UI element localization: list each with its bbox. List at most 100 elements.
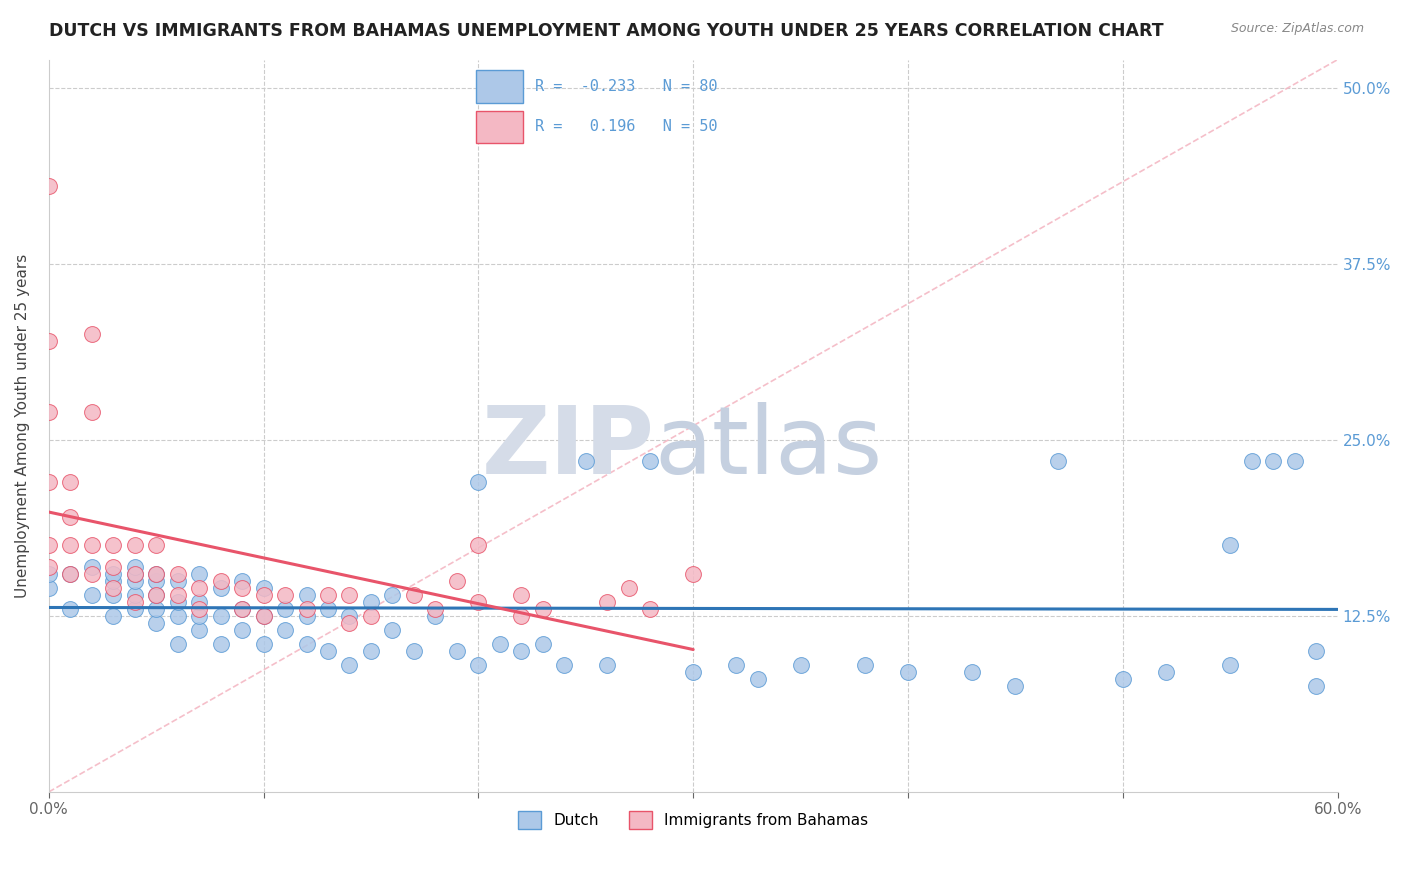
Point [166, 595, 188, 609]
Point [274, 602, 297, 616]
Point [682, 665, 704, 680]
Point [231, 602, 253, 616]
Point [339, 615, 361, 630]
Point [339, 608, 361, 623]
Point [1219, 658, 1241, 673]
Point [316, 602, 339, 616]
Text: R =   0.196   N = 50: R = 0.196 N = 50 [534, 120, 717, 134]
Point [103, 539, 125, 553]
Point [531, 637, 554, 651]
Point [489, 637, 512, 651]
Point [339, 588, 361, 602]
Point [446, 574, 468, 588]
Point [638, 602, 661, 616]
Point [274, 588, 297, 602]
Point [166, 637, 188, 651]
Point [467, 595, 489, 609]
Point [166, 566, 188, 581]
Point [295, 602, 318, 616]
Point [124, 539, 146, 553]
Point [295, 588, 318, 602]
Point [38, 539, 60, 553]
Point [124, 595, 146, 609]
Point [316, 588, 339, 602]
Point [360, 595, 382, 609]
Point [188, 581, 211, 595]
Point [295, 637, 318, 651]
Point [38, 581, 60, 595]
Point [446, 644, 468, 658]
Text: atlas: atlas [655, 401, 883, 494]
Point [124, 588, 146, 602]
Point [360, 608, 382, 623]
Point [853, 658, 876, 673]
Point [617, 581, 640, 595]
Point [38, 566, 60, 581]
Point [103, 559, 125, 574]
Point [145, 615, 167, 630]
Point [103, 574, 125, 588]
Point [103, 566, 125, 581]
Point [209, 581, 232, 595]
Point [252, 581, 274, 595]
Point [1305, 679, 1327, 693]
Y-axis label: Unemployment Among Youth under 25 years: Unemployment Among Youth under 25 years [15, 253, 30, 598]
Point [188, 602, 211, 616]
Point [145, 566, 167, 581]
Point [124, 574, 146, 588]
Point [124, 566, 146, 581]
Point [360, 644, 382, 658]
Point [252, 608, 274, 623]
Point [103, 588, 125, 602]
Point [145, 588, 167, 602]
Point [80, 405, 103, 419]
Text: R =  -0.233   N = 80: R = -0.233 N = 80 [534, 79, 717, 94]
Point [1047, 454, 1070, 468]
Point [80, 327, 103, 342]
Point [596, 595, 619, 609]
Point [59, 475, 82, 489]
Point [124, 559, 146, 574]
Point [166, 608, 188, 623]
Text: ZIP: ZIP [482, 401, 655, 494]
Point [1284, 454, 1306, 468]
Point [231, 602, 253, 616]
Point [209, 574, 232, 588]
Point [166, 574, 188, 588]
Point [59, 566, 82, 581]
Point [316, 644, 339, 658]
Point [145, 588, 167, 602]
Point [38, 475, 60, 489]
Text: Source: ZipAtlas.com: Source: ZipAtlas.com [1230, 22, 1364, 36]
Text: DUTCH VS IMMIGRANTS FROM BAHAMAS UNEMPLOYMENT AMONG YOUTH UNDER 25 YEARS CORRELA: DUTCH VS IMMIGRANTS FROM BAHAMAS UNEMPLO… [49, 22, 1164, 40]
Point [124, 602, 146, 616]
Point [252, 637, 274, 651]
Point [80, 539, 103, 553]
Point [1004, 679, 1026, 693]
Point [145, 602, 167, 616]
Point [188, 566, 211, 581]
Point [402, 644, 425, 658]
Point [638, 454, 661, 468]
Point [1305, 644, 1327, 658]
Point [402, 588, 425, 602]
Point [1263, 454, 1285, 468]
Point [897, 665, 920, 680]
Point [274, 623, 297, 637]
Point [38, 334, 60, 349]
Point [38, 405, 60, 419]
Point [467, 475, 489, 489]
Legend: Dutch, Immigrants from Bahamas: Dutch, Immigrants from Bahamas [512, 805, 875, 836]
Point [339, 658, 361, 673]
Point [209, 637, 232, 651]
Point [103, 608, 125, 623]
Point [575, 454, 598, 468]
Point [80, 559, 103, 574]
Point [747, 673, 769, 687]
Point [231, 623, 253, 637]
Point [38, 179, 60, 194]
FancyBboxPatch shape [475, 111, 523, 143]
Point [145, 574, 167, 588]
Point [166, 588, 188, 602]
Point [252, 588, 274, 602]
